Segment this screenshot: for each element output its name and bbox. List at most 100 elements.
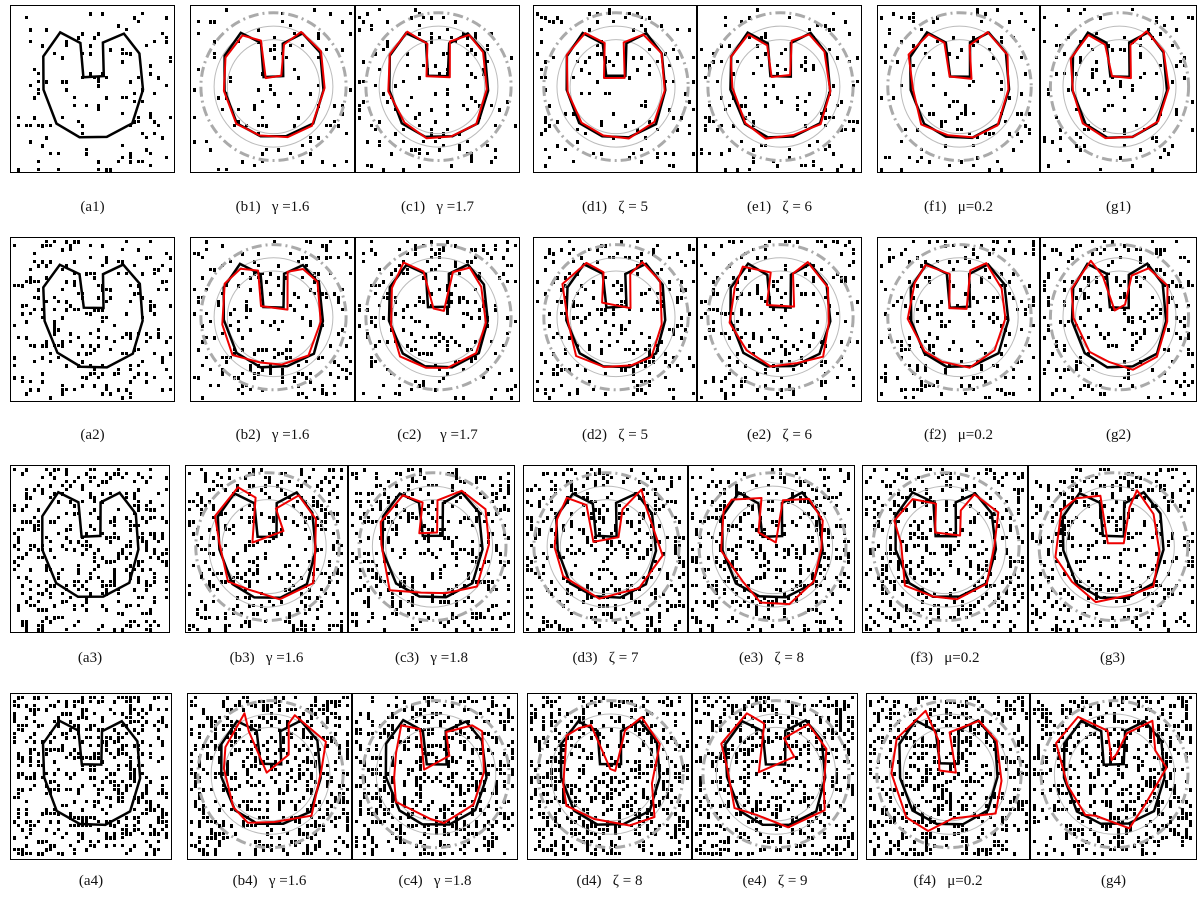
level-contour <box>199 11 348 163</box>
segmentation-contour <box>1070 259 1169 371</box>
caption: (b2) γ =1.6 <box>235 427 310 443</box>
image-panel <box>187 693 352 860</box>
object-shape <box>216 490 318 599</box>
level-contour <box>706 243 855 392</box>
segmentation-contour <box>1054 489 1161 604</box>
caption: (a1) <box>80 199 105 215</box>
caption: (b3) γ =1.6 <box>229 650 304 666</box>
segmentation-contour <box>906 262 1007 369</box>
level-contour <box>1053 713 1176 835</box>
noise <box>1043 240 1194 399</box>
image-panel <box>10 693 172 860</box>
image-panel <box>866 693 1030 860</box>
segmentation-contour <box>890 709 1003 832</box>
object-shape <box>42 30 145 139</box>
level-contour <box>556 257 676 378</box>
image-panel <box>352 693 518 860</box>
caption: (d2) ζ = 5 <box>582 427 648 443</box>
image-panel <box>10 5 175 173</box>
level-contour <box>357 471 508 623</box>
image-panel <box>355 5 520 173</box>
image-panel <box>862 465 1028 633</box>
image-panel <box>533 5 697 173</box>
level-contour <box>378 257 499 378</box>
level-contour <box>720 257 841 378</box>
caption: (b4) γ =1.6 <box>232 873 307 889</box>
level-contour <box>1039 699 1190 850</box>
image-panel <box>190 237 355 402</box>
segmentation-contour <box>390 261 487 369</box>
segmentation-contour <box>214 486 317 601</box>
level-contour <box>375 713 497 835</box>
level-contour <box>875 699 1023 850</box>
level-contour <box>546 485 667 608</box>
level-contour <box>221 499 314 595</box>
image-panel <box>1030 693 1197 860</box>
image <box>188 468 343 632</box>
image-panel <box>697 5 862 173</box>
image-panel <box>1028 465 1197 633</box>
caption: (c3) γ =1.8 <box>395 650 468 666</box>
image <box>1031 468 1194 632</box>
caption: (e2) ζ = 6 <box>746 427 813 443</box>
image-panel <box>523 465 688 633</box>
object-shape <box>898 718 999 826</box>
segmentation-contour <box>387 30 488 140</box>
object-shape <box>220 719 322 825</box>
segmentation-contour <box>1069 30 1170 140</box>
noise <box>695 696 854 856</box>
image <box>1043 240 1194 399</box>
object-shape <box>41 719 142 827</box>
level-contour <box>706 11 855 163</box>
level-contour <box>1065 499 1162 595</box>
caption: (g4) <box>1101 873 1126 889</box>
level-contour <box>532 471 681 623</box>
level-contour <box>715 713 837 835</box>
image-panel <box>10 465 170 633</box>
image-panel <box>697 237 862 402</box>
caption: (c2) γ =1.7 <box>397 427 478 443</box>
object-shape <box>381 490 484 599</box>
image <box>17 12 172 172</box>
caption: (e3) ζ = 8 <box>738 650 805 666</box>
level-contour <box>1052 485 1175 608</box>
image-panel <box>1040 5 1197 173</box>
object-shape <box>1062 719 1166 826</box>
level-contour <box>900 25 1019 148</box>
level-contour <box>733 39 828 135</box>
level-contour <box>391 39 486 135</box>
noise <box>700 240 859 400</box>
image <box>530 696 689 856</box>
segmentation-contour <box>728 261 830 368</box>
level-contour <box>900 257 1019 378</box>
level-contour <box>542 11 690 163</box>
caption: (f1) μ=0.2 <box>924 199 993 215</box>
level-contour <box>733 270 828 364</box>
level-contour <box>569 39 663 135</box>
caption: (f4) μ=0.2 <box>913 873 983 889</box>
level-contour <box>913 270 1006 364</box>
image <box>700 8 859 172</box>
image-panel <box>1040 237 1197 402</box>
object-shape <box>1070 262 1168 369</box>
object-shape <box>42 263 144 369</box>
image <box>190 696 349 856</box>
caption: (a3) <box>77 650 103 666</box>
noise <box>880 240 1035 399</box>
caption: (e4) ζ = 9 <box>742 873 808 889</box>
caption: (f3) μ=0.2 <box>910 650 980 666</box>
level-contour <box>194 471 341 623</box>
level-contour <box>542 243 690 392</box>
image <box>869 696 1028 856</box>
level-contour <box>1048 11 1191 163</box>
image-panel <box>348 465 515 633</box>
object-shape <box>559 719 662 826</box>
level-contour <box>196 699 345 850</box>
image <box>700 240 859 400</box>
level-contour <box>556 25 676 148</box>
level-contour <box>711 485 834 608</box>
image <box>865 468 1024 632</box>
level-contour <box>889 713 1009 835</box>
level-contour <box>701 699 851 850</box>
object-shape <box>222 262 325 369</box>
